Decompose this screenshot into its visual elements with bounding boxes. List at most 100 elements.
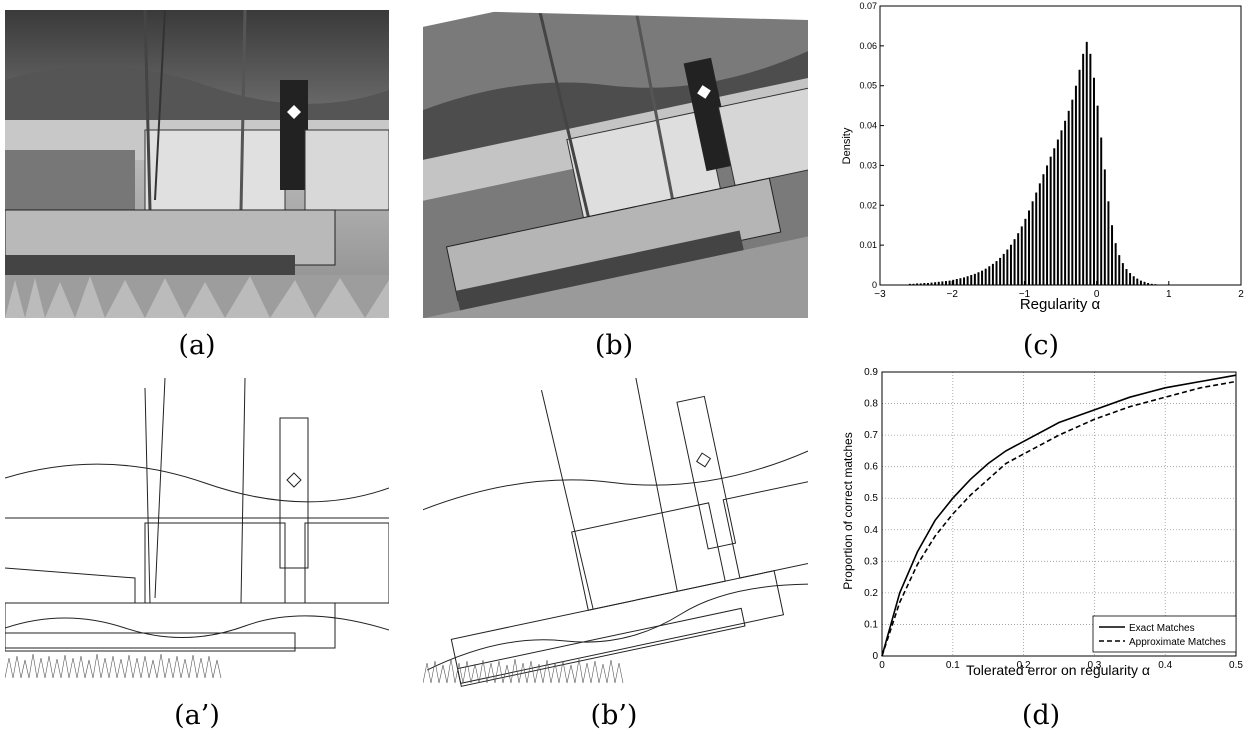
hist-bar [1096,105,1099,286]
line-ytick-label: 0.2 [864,588,878,599]
hist-bar [1067,110,1070,286]
histogram-panel: Density Regularity α −3 −2 −1 0 1 2 0 0.01 0.02 0… [838,0,1250,313]
hist-bar [919,283,922,285]
hist-ytick-label: 0.04 [859,121,877,131]
edges-b-image [385,370,849,690]
hist-ylabel: Density [841,127,853,164]
line-xtick-label: 0.3 [1087,660,1101,671]
hist-bar [908,283,911,285]
hist-bar [995,261,998,285]
hist-bar [1100,137,1103,285]
photo-a-image [4,9,390,318]
hist-bar [1056,139,1059,285]
hist-bar [1118,255,1121,285]
hist-bar [1154,284,1157,285]
hist-bar [1092,77,1095,285]
hist-xtick-label: −3 [874,289,886,300]
hist-bar [952,279,955,285]
hist-bar [1064,120,1067,285]
hist-bar [991,263,994,285]
hist-bar [1074,85,1077,285]
hist-bar [955,279,958,285]
hist-bar [1028,210,1030,285]
hist-xlabel: Regularity α [1020,296,1101,312]
edges-a-image [4,377,390,690]
line-ytick-label: 0.5 [864,493,878,504]
hist-bar [1024,218,1027,285]
line-ytick-label: 0 [872,651,878,662]
hist-bar [1035,192,1038,285]
hist-bar [1143,281,1146,285]
hist-ytick-label: 0.07 [859,1,877,11]
caption-a-prime: (a’) [174,700,220,731]
hist-bar [966,276,969,285]
caption-a: (a) [178,330,216,361]
hist-xtick-label: 2 [1238,289,1244,300]
hist-bar [1107,201,1110,285]
hist-bar [923,283,926,285]
legend-label: Approximate Matches [1129,637,1226,648]
hist-ytick-label: 0.03 [859,160,877,170]
edges-b [385,370,849,690]
line-xtick-label: 0.5 [1229,660,1243,671]
hist-ytick-label: 0.05 [859,81,877,91]
hist-bar [1053,148,1056,285]
hist-bar [1031,201,1034,285]
legend-label: Exact Matches [1129,623,1195,634]
hist-bar [977,272,980,285]
line-xlabel: Tolerated error on regularity α [966,662,1150,678]
line-ytick-label: 0.3 [864,556,878,567]
caption-c: (c) [1022,330,1060,361]
hist-bar [959,278,962,285]
caption-b-prime: (b’) [590,700,638,731]
hist-bar [941,281,944,285]
hist-bar [988,266,991,285]
hist-bar [948,280,951,285]
hist-bar [963,277,966,285]
caption-d: (d) [1021,700,1061,731]
hist-bar [916,283,919,285]
hist-bar [912,283,915,285]
hist-bar [981,270,984,285]
hist-bar [944,281,947,285]
hist-bar [1078,69,1081,286]
hist-bar [1139,280,1142,285]
hist-bar [1020,226,1023,285]
hist-bar [1147,283,1150,285]
hist-xtick-label: −1 [1019,289,1031,300]
hist-ytick-label: 0.06 [859,41,877,51]
hist-xtick-label: 0 [1094,289,1100,300]
edges-a [4,377,390,690]
hist-bar [1006,249,1009,285]
line-xtick-label: 0.2 [1017,660,1031,671]
matches-panel: Proportion of correct matches Tolerated … [838,366,1250,680]
matches-line-chart: Proportion of correct matches Tolerated … [841,367,1243,678]
hist-bar [1002,253,1005,285]
hist-bar [1009,244,1012,285]
photo-a [4,9,390,318]
hist-bar [934,282,937,285]
line-ylabel: Proportion of correct matches [841,432,855,589]
hist-bar [926,283,929,285]
hist-bar [1046,165,1049,285]
hist-bar [973,273,976,285]
hist-xtick-label: 1 [1166,289,1172,300]
hist-ytick-label: 0.01 [859,240,877,250]
line-ytick-label: 0.7 [864,430,878,441]
line-ytick-label: 0.9 [864,367,878,378]
hist-bar [930,282,933,285]
hist-bar [1013,239,1016,285]
hist-bar [1125,269,1128,285]
hist-bar [984,268,987,285]
caption-b: (b) [594,330,634,361]
line-legend [1092,615,1237,653]
hist-bar [1082,53,1085,286]
line-axes-box [881,371,1237,657]
hist-xtick-label: −2 [946,289,958,300]
line-xtick-label: 0.4 [1158,660,1172,671]
hist-bar [1049,156,1052,285]
hist-bar [1017,233,1020,285]
hist-ytick-label: 0 [872,280,877,290]
hist-bar [1103,169,1106,285]
hist-bar [1136,278,1139,285]
